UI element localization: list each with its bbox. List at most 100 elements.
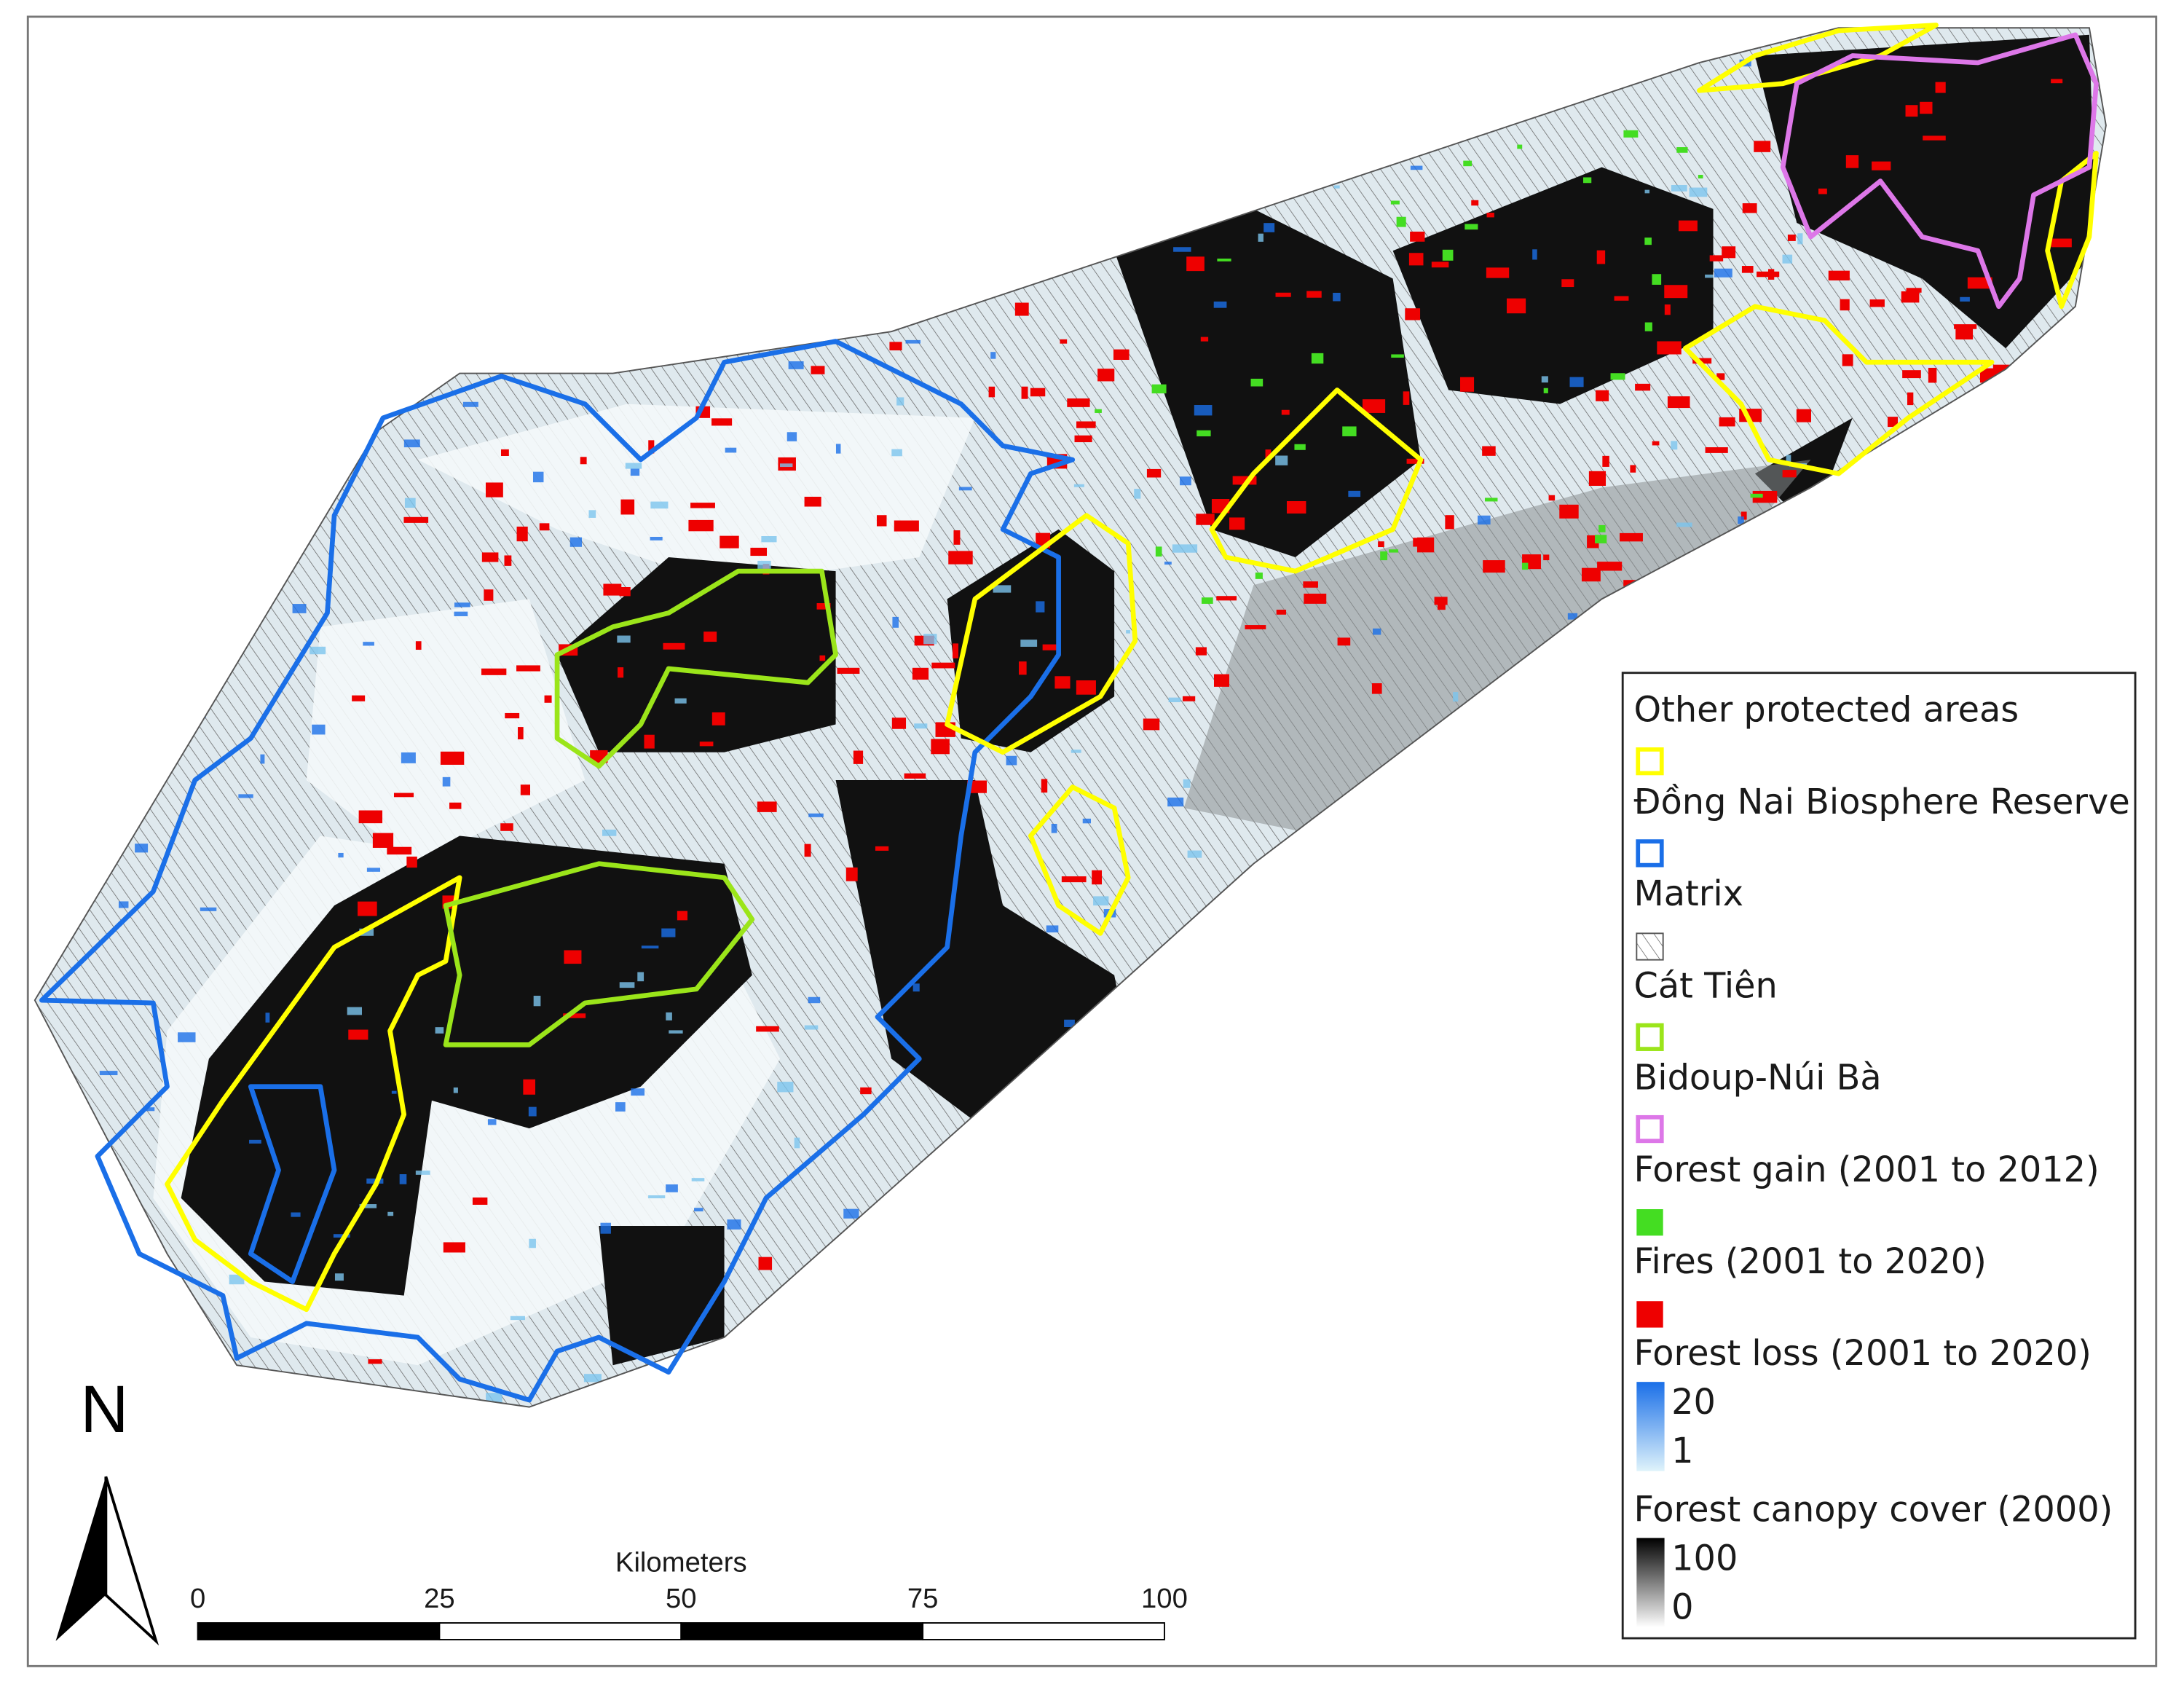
fire-patch bbox=[539, 523, 550, 531]
fire-patch bbox=[1614, 296, 1629, 301]
fire-patch bbox=[1954, 324, 1977, 329]
forest-loss-patch bbox=[1453, 692, 1459, 702]
legend-ramp-max: 100 bbox=[1671, 1538, 1738, 1578]
fire-patch bbox=[816, 603, 831, 610]
forest-loss-patch bbox=[1410, 165, 1423, 170]
fire-patch bbox=[1483, 560, 1505, 573]
forest-loss-patch bbox=[619, 982, 635, 988]
fire-patch bbox=[1200, 337, 1209, 342]
legend-label: Forest loss (2001 to 2020) bbox=[1634, 1334, 2092, 1374]
forest-loss-patch bbox=[1738, 516, 1744, 524]
fire-patch bbox=[1405, 308, 1421, 321]
forest-loss-patch bbox=[1333, 292, 1341, 302]
forest-loss-patch bbox=[442, 776, 451, 787]
fire-patch bbox=[1602, 455, 1609, 467]
fire-patch bbox=[711, 712, 725, 725]
north-arrow-right bbox=[104, 1476, 159, 1646]
forest-loss-patch bbox=[454, 611, 468, 616]
fire-patch bbox=[1371, 683, 1382, 694]
north-label: N bbox=[80, 1372, 128, 1447]
fire-patch bbox=[1635, 383, 1651, 391]
forest-loss-patch bbox=[1173, 247, 1191, 252]
fire-patch bbox=[358, 901, 377, 916]
forest-loss-patch bbox=[333, 1234, 350, 1238]
fire-patch bbox=[1306, 291, 1322, 298]
fire-patch bbox=[677, 911, 688, 921]
fire-patch bbox=[953, 643, 959, 658]
fire-patch bbox=[1657, 341, 1682, 355]
fire-patch bbox=[1303, 581, 1318, 588]
fire-patch bbox=[648, 440, 655, 454]
forest-loss-patch bbox=[615, 1102, 626, 1112]
forest-loss-patch bbox=[1064, 1019, 1075, 1027]
forest-loss-patch bbox=[1689, 187, 1708, 197]
forest-loss-patch bbox=[650, 537, 663, 540]
fire-patch bbox=[1232, 476, 1257, 485]
fire-patch bbox=[1842, 354, 1853, 366]
forest-loss-patch bbox=[312, 724, 326, 735]
scale-bar-title: Kilometers bbox=[615, 1546, 747, 1578]
fire-patch bbox=[1887, 417, 1899, 428]
legend-swatch bbox=[1636, 1301, 1663, 1328]
fire-patch bbox=[523, 1079, 536, 1095]
fire-patch bbox=[1196, 514, 1215, 525]
forest-loss-patch bbox=[415, 1171, 430, 1175]
scale-segment bbox=[438, 1622, 682, 1640]
forest-loss-patch bbox=[1082, 818, 1092, 824]
forest-loss-patch bbox=[260, 754, 265, 764]
fire-patch bbox=[500, 823, 513, 831]
legend-swatch bbox=[1636, 932, 1664, 961]
fire-patch bbox=[1182, 696, 1196, 701]
forest-loss-patch bbox=[401, 752, 416, 763]
fire-patch bbox=[1923, 135, 1946, 141]
forest-gain-patch bbox=[1610, 373, 1625, 380]
forest-gain-patch bbox=[1390, 200, 1400, 205]
forest-loss-patch bbox=[835, 444, 841, 454]
forest-loss-patch bbox=[135, 844, 149, 853]
forest-loss-patch bbox=[453, 1087, 458, 1093]
fire-patch bbox=[1097, 369, 1115, 382]
fire-patch bbox=[889, 342, 902, 351]
fire-patch bbox=[1742, 203, 1757, 213]
fire-patch bbox=[564, 950, 582, 964]
forest-loss-patch bbox=[238, 794, 253, 798]
fire-patch bbox=[1767, 269, 1775, 280]
fire-patch bbox=[1195, 647, 1207, 656]
dong-nai-reserve bbox=[39, 339, 1076, 1403]
fire-patch bbox=[1471, 200, 1479, 206]
forest-loss-patch bbox=[600, 1222, 611, 1234]
forest-loss-patch bbox=[1348, 490, 1361, 498]
fire-patch bbox=[1408, 253, 1424, 266]
forest-loss-patch bbox=[650, 501, 669, 509]
forest-gain-patch bbox=[1644, 322, 1652, 331]
forest-loss-patch bbox=[1478, 515, 1491, 525]
fire-patch bbox=[1113, 349, 1130, 361]
forest-gain-patch bbox=[1396, 216, 1406, 227]
forest-loss-patch bbox=[808, 813, 824, 817]
fire-patch bbox=[358, 810, 383, 824]
forest-gain-patch bbox=[1095, 409, 1102, 413]
fire-patch bbox=[1543, 554, 1550, 561]
forest-gain-patch bbox=[1644, 237, 1652, 245]
fire-patch bbox=[485, 482, 503, 498]
legend-swatch bbox=[1636, 747, 1664, 776]
fire-patch bbox=[804, 844, 811, 857]
forest-gain-patch bbox=[1201, 597, 1213, 604]
fire-patch bbox=[1719, 417, 1735, 427]
forest-loss-patch bbox=[1036, 601, 1045, 613]
fire-patch bbox=[1928, 367, 1937, 383]
forest-loss-patch bbox=[761, 536, 777, 543]
legend-ramp bbox=[1636, 1538, 1665, 1627]
fire-patch bbox=[484, 589, 494, 601]
fire-patch bbox=[1417, 537, 1435, 553]
forest-loss-patch bbox=[1569, 377, 1584, 388]
fire-patch bbox=[1581, 567, 1601, 582]
fire-patch bbox=[1620, 532, 1643, 542]
forest-loss-patch bbox=[669, 1030, 683, 1034]
forest-loss-patch bbox=[1006, 755, 1017, 766]
fire-patch bbox=[387, 846, 412, 855]
fire-patch bbox=[1041, 779, 1048, 793]
fire-patch bbox=[845, 867, 858, 881]
forest-loss-patch bbox=[1167, 797, 1184, 807]
fire-patch bbox=[1828, 270, 1850, 280]
